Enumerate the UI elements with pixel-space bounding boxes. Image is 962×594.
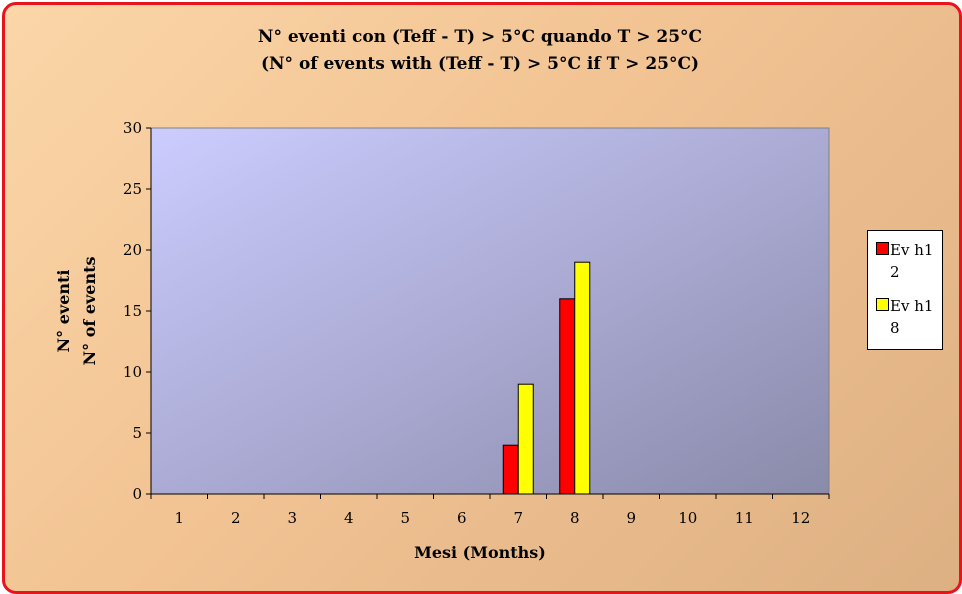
legend-label-ev-h12: Ev h12	[890, 241, 934, 281]
y-axis-title-line-1: N° eventi	[54, 270, 73, 353]
x-tick-label: 2	[231, 509, 241, 527]
bar-chart: N° eventi con (Teff - T) > 5°C quando T …	[54, 27, 830, 562]
x-tick-label: 6	[457, 509, 467, 527]
x-tick-label: 9	[626, 509, 636, 527]
y-axis-title-line-2: N° of events	[80, 256, 99, 365]
x-tick-label: 8	[570, 509, 580, 527]
y-tick-label: 10	[123, 363, 142, 381]
bar-ev-h12-8	[559, 298, 576, 495]
legend: Ev h12 Ev h18	[867, 230, 943, 350]
bar-ev-h18-8	[574, 261, 591, 495]
x-tick-label: 10	[678, 509, 697, 527]
legend-swatch-ev-h12	[876, 242, 889, 255]
bars-layer	[502, 261, 591, 495]
x-tick-label: 11	[735, 509, 754, 527]
chart-subtitle: (N° of events with (Teff - T) > 5°C if T…	[261, 54, 699, 74]
legend-label-ev-h18: Ev h18	[890, 297, 934, 337]
x-tick-label: 5	[400, 509, 410, 527]
y-tick-label: 0	[132, 485, 142, 503]
y-tick-label: 15	[123, 302, 142, 320]
x-tick-label: 3	[287, 509, 297, 527]
bar-ev-h18-7	[517, 383, 534, 495]
y-tick-label: 25	[123, 180, 142, 198]
bar-ev-h12-7	[502, 444, 519, 495]
x-tick-label: 1	[174, 509, 184, 527]
y-tick-label: 5	[132, 424, 142, 442]
x-tick-label: 4	[344, 509, 354, 527]
plot-area	[150, 127, 830, 495]
legend-swatch-ev-h18	[876, 298, 889, 311]
y-tick-label: 30	[123, 119, 142, 137]
x-axis-title: Mesi (Months)	[414, 543, 546, 562]
y-tick-label: 20	[123, 241, 142, 259]
x-tick-label: 12	[791, 509, 810, 527]
chart-title: N° eventi con (Teff - T) > 5°C quando T …	[258, 27, 702, 47]
x-tick-label: 7	[513, 509, 523, 527]
